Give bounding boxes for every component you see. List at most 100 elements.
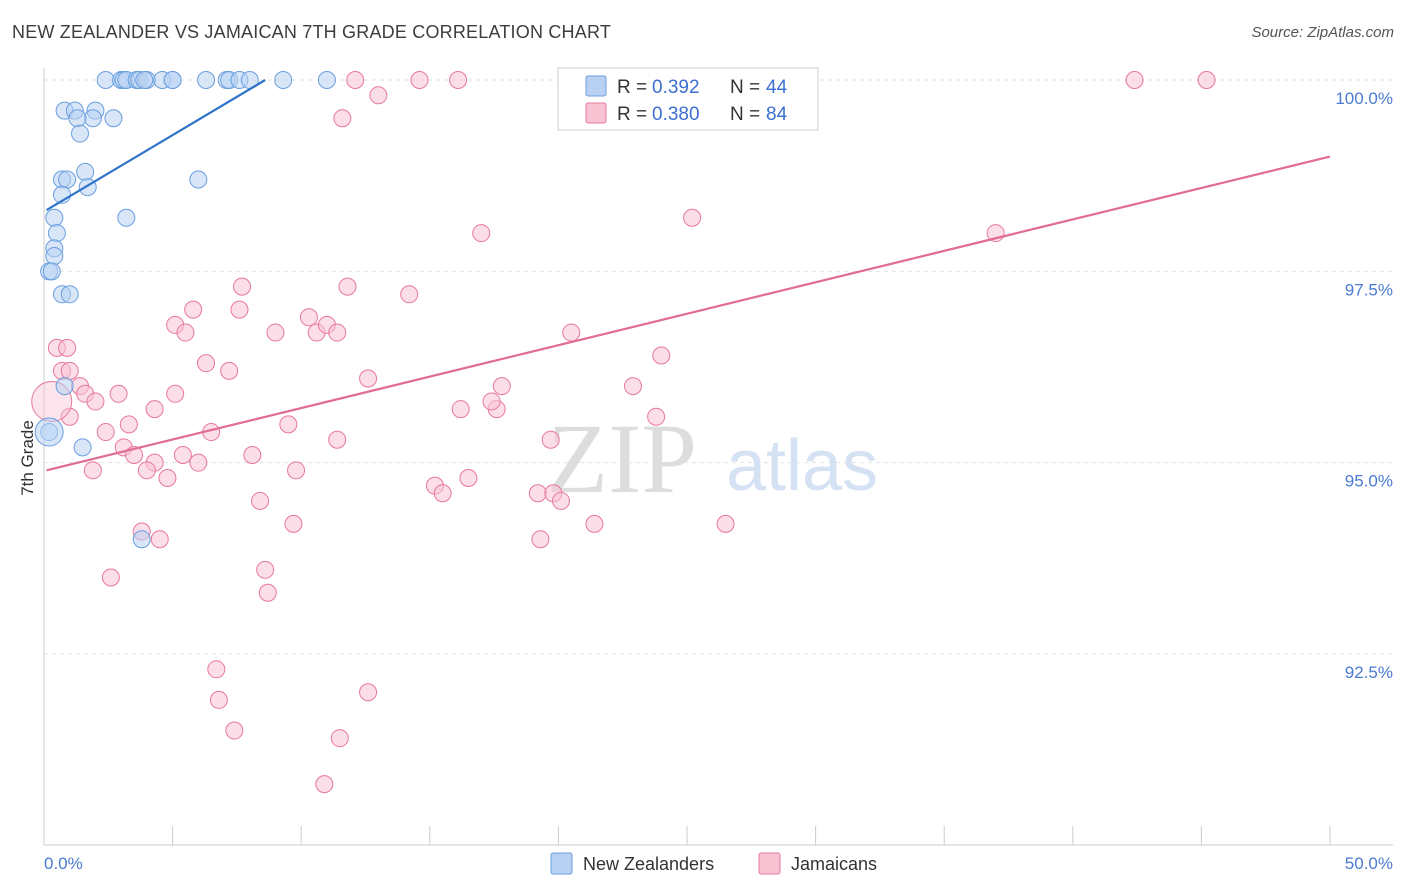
- data-point: [101, 568, 120, 587]
- data-point: [459, 468, 478, 487]
- data-point: [135, 71, 154, 89]
- data-point: [274, 71, 293, 89]
- data-point: [472, 224, 491, 243]
- series-legend-label-nz: New Zealanders: [583, 854, 714, 874]
- data-point: [652, 346, 671, 365]
- legend-swatch-nz: [585, 75, 607, 97]
- data-point: [551, 491, 570, 510]
- data-point: [716, 514, 735, 533]
- data-point: [96, 71, 115, 89]
- data-point: [449, 71, 468, 89]
- data-point: [83, 109, 102, 128]
- data-point: [528, 484, 547, 503]
- watermark-atlas: atlas: [726, 426, 878, 506]
- gridlines: [44, 79, 1393, 655]
- data-point: [184, 300, 203, 319]
- legend-r-label-nz: R =: [617, 77, 647, 98]
- data-point: [83, 461, 102, 480]
- y-tick-label: 97.5%: [1345, 280, 1393, 299]
- data-point: [132, 530, 151, 549]
- data-point: [45, 208, 64, 227]
- data-point: [60, 285, 79, 304]
- data-point: [1125, 71, 1144, 89]
- data-point: [233, 277, 252, 296]
- data-point: [359, 369, 378, 388]
- series-legend-label-jam: Jamaicans: [791, 854, 877, 874]
- data-point: [189, 453, 208, 472]
- axes: [43, 68, 1393, 846]
- data-point: [197, 71, 216, 89]
- data-point: [45, 247, 64, 266]
- data-point: [287, 461, 306, 480]
- data-point: [109, 384, 128, 403]
- data-point: [176, 323, 195, 342]
- data-point: [256, 560, 275, 579]
- legend-n-label-nz: N =: [730, 77, 760, 98]
- data-point: [230, 300, 249, 319]
- data-point: [225, 721, 244, 740]
- data-point: [562, 323, 581, 342]
- data-point: [346, 71, 365, 89]
- data-point: [163, 71, 182, 89]
- legend-n-value-nz: 44: [766, 77, 788, 98]
- data-point: [251, 491, 270, 510]
- data-point: [328, 323, 347, 342]
- data-point: [369, 86, 388, 105]
- data-point: [299, 308, 318, 327]
- data-point: [433, 484, 452, 503]
- data-point: [330, 729, 349, 748]
- y-tick-labels: 100.0% 97.5% 95.0% 92.5%: [1335, 89, 1393, 682]
- data-point: [76, 162, 95, 181]
- y-axis-title: 7th Grade: [18, 420, 37, 496]
- data-point: [42, 262, 61, 281]
- data-point: [207, 660, 226, 679]
- watermark: ZIP atlas: [547, 403, 878, 514]
- data-point: [328, 430, 347, 449]
- data-point: [279, 415, 298, 434]
- data-point: [96, 423, 115, 442]
- data-point: [400, 285, 419, 304]
- series-legend: New Zealanders Jamaicans: [550, 852, 877, 875]
- legend-r-value-jam: 0.380: [652, 104, 700, 125]
- data-point: [531, 530, 550, 549]
- data-point: [68, 109, 87, 128]
- data-point: [58, 338, 77, 357]
- data-point: [55, 377, 74, 396]
- series-legend-swatch-jam: [758, 852, 781, 875]
- series-jamaicans: [31, 71, 1216, 794]
- x-tick-left: 0.0%: [44, 854, 83, 873]
- data-point: [158, 468, 177, 487]
- data-point: [145, 400, 164, 419]
- data-point: [1197, 71, 1216, 89]
- data-point: [585, 514, 604, 533]
- data-point: [683, 208, 702, 227]
- legend-swatch-jam: [585, 102, 607, 124]
- trend-line-jamaicans: [46, 155, 1331, 472]
- y-tick-label: 95.0%: [1345, 472, 1393, 491]
- data-point: [541, 430, 560, 449]
- data-point: [623, 377, 642, 396]
- data-point: [315, 775, 334, 794]
- data-point: [197, 354, 216, 373]
- data-point: [258, 583, 277, 602]
- data-point: [338, 277, 357, 296]
- legend-n-value-jam: 84: [766, 104, 788, 125]
- stats-legend: R = 0.392 N = 44 R = 0.380 N = 84: [557, 67, 819, 131]
- y-tick-label: 92.5%: [1345, 663, 1393, 682]
- data-point: [451, 400, 470, 419]
- data-point: [58, 170, 77, 189]
- legend-r-label-jam: R =: [617, 104, 647, 125]
- data-point: [104, 109, 123, 128]
- data-point: [647, 407, 666, 426]
- legend-n-label-jam: N =: [730, 104, 760, 125]
- data-point: [333, 109, 352, 128]
- data-point: [482, 392, 501, 411]
- data-point: [410, 71, 429, 89]
- data-point: [60, 361, 79, 380]
- data-point: [73, 438, 92, 457]
- trend-line-new-zealanders: [46, 79, 266, 212]
- watermark-zip: ZIP: [547, 403, 697, 514]
- data-point: [166, 384, 185, 403]
- data-point: [60, 407, 79, 426]
